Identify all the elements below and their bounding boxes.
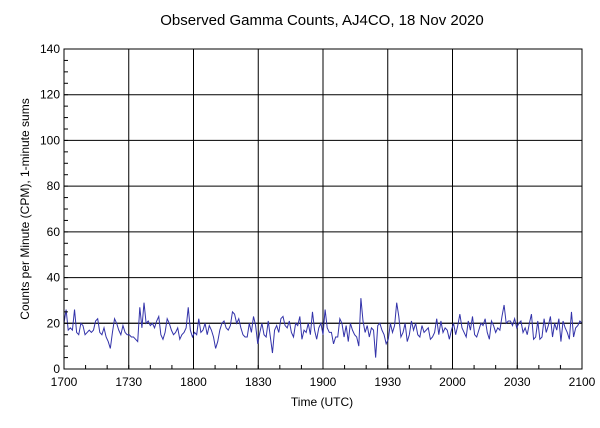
x-tick-label-8: 2100 — [569, 375, 596, 389]
series-group — [63, 298, 583, 358]
series-line-0 — [63, 298, 583, 358]
axis-ticks — [63, 48, 583, 370]
y-tick-label-3: 60 — [47, 225, 61, 239]
x-tick-label-5: 1930 — [374, 375, 401, 389]
x-tick-label-2: 1800 — [180, 375, 207, 389]
x-tick-label-3: 1830 — [245, 375, 272, 389]
y-axis-title: Counts per Minute (CPM), 1-minute sums — [18, 98, 32, 319]
y-tick-label-1: 20 — [47, 316, 61, 330]
y-tick-labels: 0 20 40 60 80 100 120 140 — [40, 42, 60, 376]
chart-title: Observed Gamma Counts, AJ4CO, 18 Nov 202… — [160, 12, 484, 29]
y-tick-label-5: 100 — [40, 133, 60, 147]
y-tick-label-6: 120 — [40, 88, 60, 102]
x-tick-label-0: 1700 — [51, 375, 78, 389]
x-tick-label-7: 2030 — [504, 375, 531, 389]
x-tick-label-1: 1730 — [115, 375, 142, 389]
y-tick-label-7: 140 — [40, 42, 60, 56]
y-tick-label-0: 0 — [53, 362, 60, 376]
x-axis-title: Time (UTC) — [291, 395, 353, 409]
x-tick-label-6: 2000 — [439, 375, 466, 389]
y-tick-label-2: 40 — [47, 271, 61, 285]
y-tick-label-4: 80 — [47, 179, 61, 193]
x-tick-labels: 1700 1730 1800 1830 1900 1930 2000 2030 2100 — [51, 375, 596, 389]
x-tick-label-4: 1900 — [310, 375, 337, 389]
